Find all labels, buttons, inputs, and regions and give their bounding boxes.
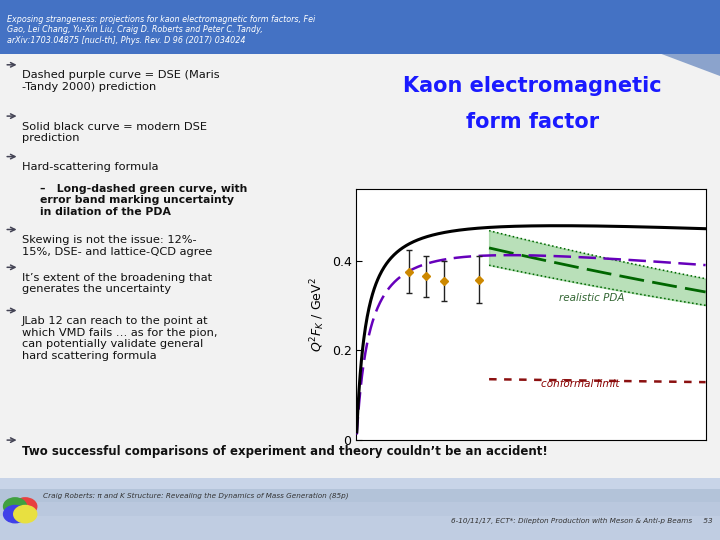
Circle shape bbox=[4, 498, 27, 515]
Text: Dashed purple curve = DSE (Maris
-Tandy 2000) prediction: Dashed purple curve = DSE (Maris -Tandy … bbox=[22, 70, 219, 92]
Bar bbox=[0, 0, 720, 54]
Circle shape bbox=[6, 500, 35, 521]
Y-axis label: $Q^2F_K$ / GeV$^2$: $Q^2F_K$ / GeV$^2$ bbox=[309, 277, 328, 352]
Text: Exposing strangeness: projections for kaon electromagnetic form factors, Fei
Gao: Exposing strangeness: projections for ka… bbox=[7, 15, 315, 45]
Text: 6-10/11/17, ECT*: Dilepton Production with Meson & Anti-p Beams     53: 6-10/11/17, ECT*: Dilepton Production wi… bbox=[451, 518, 713, 524]
Circle shape bbox=[14, 498, 37, 515]
Text: Kaon electromagnetic: Kaon electromagnetic bbox=[403, 76, 662, 97]
Text: Craig Roberts: π and K Structure: Revealing the Dynamics of Mass Generation (85p: Craig Roberts: π and K Structure: Reveal… bbox=[43, 492, 348, 499]
Text: Solid black curve = modern DSE
prediction: Solid black curve = modern DSE predictio… bbox=[22, 122, 207, 143]
Circle shape bbox=[14, 505, 37, 523]
Bar bbox=[0, 502, 720, 516]
Text: conformal limit: conformal limit bbox=[541, 379, 620, 389]
Circle shape bbox=[4, 505, 27, 523]
Bar bbox=[0, 516, 720, 540]
Text: Two successful comparisons of experiment and theory couldn’t be an accident!: Two successful comparisons of experiment… bbox=[22, 446, 547, 458]
Bar bbox=[0, 478, 720, 540]
Text: JLab 12 can reach to the point at
which VMD fails … as for the pion,
can potenti: JLab 12 can reach to the point at which … bbox=[22, 316, 217, 361]
Bar bbox=[0, 489, 720, 502]
Text: Hard-scattering formula: Hard-scattering formula bbox=[22, 162, 158, 172]
Text: form factor: form factor bbox=[467, 111, 599, 132]
Text: Skewing is not the issue: 12%-
15%, DSE- and lattice-QCD agree: Skewing is not the issue: 12%- 15%, DSE-… bbox=[22, 235, 212, 256]
Text: It’s extent of the broadening that
generates the uncertainty: It’s extent of the broadening that gener… bbox=[22, 273, 212, 294]
Text: –   Long-dashed green curve, with
error band marking uncertainty
in dilation of : – Long-dashed green curve, with error ba… bbox=[40, 184, 247, 217]
Text: realistic PDA: realistic PDA bbox=[559, 293, 624, 303]
Polygon shape bbox=[518, 0, 720, 76]
